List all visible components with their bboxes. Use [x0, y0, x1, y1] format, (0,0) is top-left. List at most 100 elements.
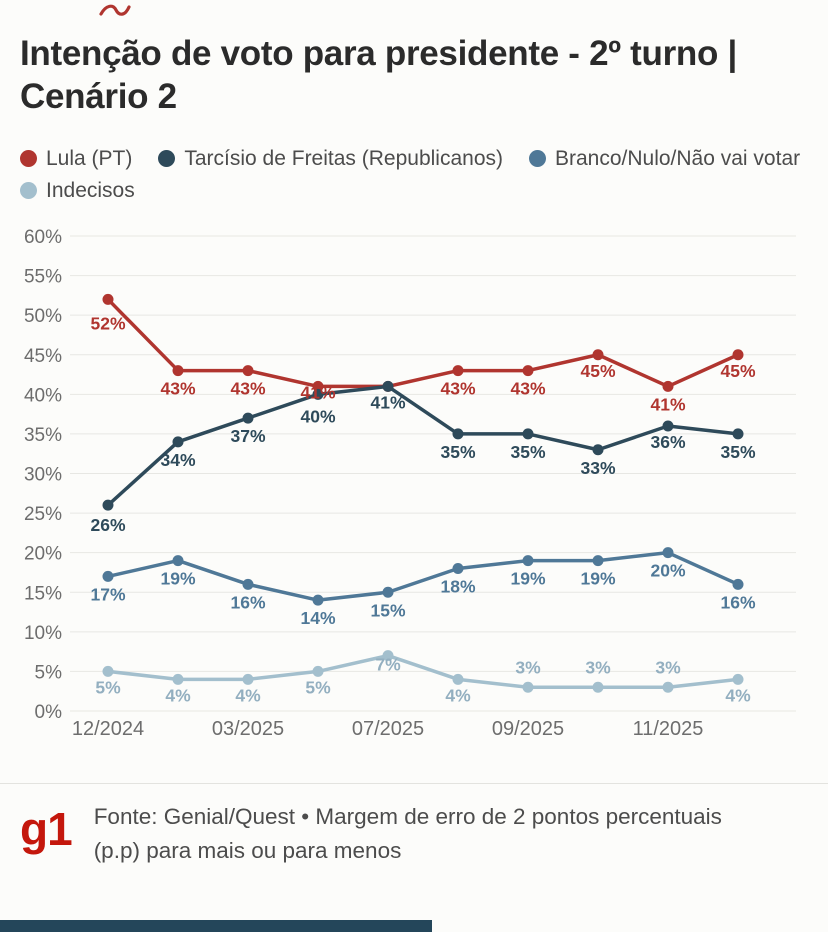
- data-label: 16%: [230, 592, 265, 612]
- data-label: 16%: [720, 592, 755, 612]
- data-point: [522, 554, 534, 566]
- y-axis-label: 50%: [24, 306, 62, 327]
- data-label: 34%: [160, 450, 195, 470]
- data-label: 3%: [655, 657, 681, 677]
- data-point: [732, 578, 744, 590]
- data-point: [452, 673, 464, 685]
- x-axis-label: 09/2025: [492, 718, 564, 740]
- data-point: [102, 665, 114, 677]
- y-axis-label: 30%: [24, 464, 62, 485]
- data-point: [662, 681, 674, 693]
- data-point: [522, 428, 534, 440]
- data-label: 35%: [440, 442, 475, 462]
- y-axis-label: 5%: [35, 662, 63, 683]
- line-chart: 0% 5% 10% 15% 20% 25% 30% 35% 40% 45% 50% 55% 60% 12/…: [0, 219, 828, 749]
- x-axis-label: 11/2025: [633, 718, 704, 740]
- data-point: [732, 673, 744, 685]
- data-point: [452, 428, 464, 440]
- y-axis-label: 15%: [24, 583, 62, 604]
- y-axis-label: 45%: [24, 346, 62, 367]
- data-point: [592, 554, 604, 566]
- data-point: [312, 388, 324, 400]
- footer: g1 Fonte: Genial/Quest • Margem de erro …: [0, 782, 828, 868]
- data-label: 35%: [720, 442, 755, 462]
- legend-label-branco-nulo: Branco/Nulo/Não vai votar: [555, 146, 801, 170]
- data-point: [102, 293, 114, 305]
- data-point: [382, 586, 394, 598]
- data-label: 36%: [650, 432, 685, 452]
- data-label: 45%: [720, 361, 755, 381]
- g1-logo: g1: [20, 802, 73, 855]
- data-point: [382, 649, 394, 661]
- data-point: [242, 412, 254, 424]
- data-label: 4%: [725, 685, 751, 705]
- y-axis-label: 55%: [24, 266, 62, 287]
- data-point: [452, 562, 464, 574]
- legend-item-indecisos: Indecisos: [20, 179, 135, 203]
- data-label: 15%: [370, 600, 405, 620]
- data-point: [732, 428, 744, 440]
- legend-item-tarcisio: Tarcísio de Freitas (Republicanos): [158, 147, 503, 171]
- data-point: [662, 380, 674, 392]
- data-label: 40%: [300, 406, 335, 426]
- data-label: 33%: [580, 458, 615, 478]
- cropped-red-mark: [99, 4, 131, 16]
- data-label: 7%: [375, 654, 401, 674]
- data-label: 35%: [510, 442, 545, 462]
- legend-marker-tarcisio: [158, 150, 176, 168]
- legend: Lula (PT) Tarcísio de Freitas (Republica…: [20, 147, 808, 203]
- data-label: 14%: [300, 608, 335, 628]
- data-label: 5%: [95, 677, 121, 697]
- series-line-0: [106, 297, 740, 388]
- data-label: 18%: [440, 576, 475, 596]
- data-point: [312, 665, 324, 677]
- series-line-2: [106, 550, 740, 602]
- data-point: [312, 594, 324, 606]
- legend-marker-lula: [20, 150, 37, 168]
- data-point: [312, 380, 324, 392]
- legend-marker-branco-nulo: [529, 150, 546, 168]
- data-label: 41%: [650, 394, 685, 414]
- data-point: [732, 349, 744, 361]
- data-point: [662, 546, 674, 558]
- legend-item-branco-nulo: Branco/Nulo/Não vai votar: [529, 147, 800, 171]
- legend-marker-indecisos: [20, 182, 37, 200]
- data-label: 43%: [440, 378, 475, 398]
- x-axis-label: 07/2025: [352, 718, 424, 740]
- data-point: [242, 578, 254, 590]
- data-label: 19%: [510, 568, 545, 588]
- data-point: [592, 349, 604, 361]
- data-point: [172, 554, 184, 566]
- series-line-1: [106, 384, 740, 507]
- data-label: 41%: [300, 382, 335, 402]
- data-label: 43%: [230, 378, 265, 398]
- data-label: 43%: [510, 378, 545, 398]
- data-label: 3%: [585, 657, 611, 677]
- data-point: [522, 681, 534, 693]
- data-point: [172, 364, 184, 376]
- data-label: 20%: [650, 560, 685, 580]
- x-axis-label: 12/2024: [72, 718, 144, 740]
- y-axis-label: 40%: [24, 385, 62, 406]
- y-axis-label: 10%: [24, 623, 62, 644]
- data-label: 19%: [580, 568, 615, 588]
- data-point: [102, 499, 114, 511]
- data-point: [172, 673, 184, 685]
- data-label: 4%: [445, 685, 471, 705]
- data-label: 17%: [90, 584, 125, 604]
- y-axis-label: 0%: [35, 702, 63, 723]
- chart-title: Intenção de voto para presidente - 2º tu…: [20, 34, 737, 117]
- y-axis-label: 35%: [24, 425, 62, 446]
- data-point: [102, 570, 114, 582]
- legend-label-tarcisio: Tarcísio de Freitas (Republicanos): [184, 146, 503, 170]
- y-axis-label: 25%: [24, 504, 62, 525]
- legend-label-indecisos: Indecisos: [46, 178, 135, 202]
- data-label: 4%: [235, 685, 261, 705]
- chart-canvas: 0% 5% 10% 15% 20% 25% 30% 35% 40% 45% 50% 55% 60% 12/…: [24, 227, 796, 740]
- data-point: [522, 364, 534, 376]
- legend-item-lula: Lula (PT): [20, 147, 132, 171]
- data-label: 19%: [160, 568, 195, 588]
- data-point: [172, 436, 184, 448]
- data-label: 45%: [580, 361, 615, 381]
- data-label: 26%: [90, 515, 125, 535]
